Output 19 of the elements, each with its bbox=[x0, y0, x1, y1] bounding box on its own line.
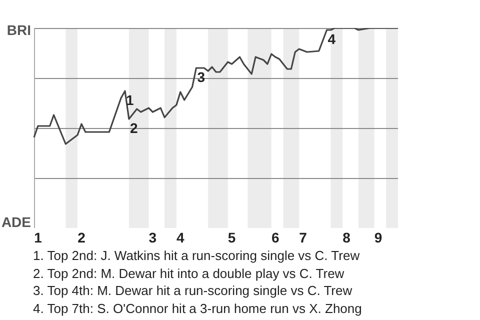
x-tick-label: 3 bbox=[148, 229, 157, 246]
x-tick-label: 1 bbox=[34, 229, 42, 246]
text: ADE bbox=[1, 214, 31, 230]
text: 4. Top 7th: S. O'Connor hit a 3-run home run vs X. Zhong bbox=[33, 300, 362, 317]
annotation: 1 bbox=[126, 92, 134, 108]
x-tick-label: 5 bbox=[228, 229, 236, 246]
x-tick-label: 8 bbox=[342, 229, 351, 246]
x-tick-label: 7 bbox=[299, 229, 308, 246]
annotation: 2 bbox=[130, 120, 138, 136]
x-tick-label: 2 bbox=[78, 229, 86, 246]
x-tick-label: 6 bbox=[271, 229, 280, 246]
text: BRI bbox=[6, 22, 31, 38]
x-tick-label: 4 bbox=[176, 229, 184, 246]
x-tick-label: 9 bbox=[374, 229, 382, 246]
text: 1. Top 2nd: J. Watkins hit a run-scoring single vs C. Trew bbox=[33, 247, 361, 264]
annotation: 4 bbox=[328, 30, 336, 47]
annotation: 3 bbox=[197, 68, 206, 85]
text: 3. Top 4th: M. Dewar hit a run-scoring single vs C. Trew bbox=[33, 282, 354, 300]
text: 2. Top 2nd: M. Dewar hit into a double play vs C. Trew bbox=[33, 264, 346, 282]
